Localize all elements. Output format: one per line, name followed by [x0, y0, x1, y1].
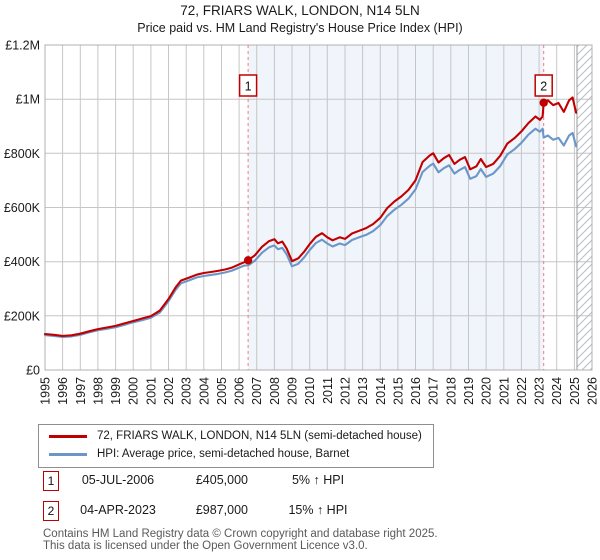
sale-1-date: 05-JUL-2006	[81, 473, 155, 487]
svg-text:2020: 2020	[480, 377, 494, 405]
svg-text:2005: 2005	[215, 377, 229, 405]
svg-text:£200K: £200K	[4, 309, 41, 323]
property-price-line	[43, 96, 578, 337]
sale-record-1: 1 05-JUL-2006 £405,000 5% ↑ HPI	[0, 471, 600, 493]
svg-text:2023: 2023	[533, 377, 547, 405]
legend-label-hpi: HPI: Average price, semi-detached house,…	[97, 448, 350, 460]
page-subtitle: Price paid vs. HM Land Registry's House …	[137, 21, 463, 35]
footer-line-1: Contains HM Land Registry data © Crown c…	[43, 528, 438, 540]
svg-text:2008: 2008	[268, 377, 282, 405]
svg-text:1998: 1998	[91, 377, 105, 405]
svg-text:£1.2M: £1.2M	[5, 39, 40, 53]
svg-text:2022: 2022	[515, 377, 529, 405]
svg-text:2017: 2017	[427, 377, 441, 405]
legend-item-hpi: HPI: Average price, semi-detached house,…	[39, 445, 433, 463]
sale-point-dot	[539, 98, 548, 107]
legend-item-property: 72, FRIARS WALK, LONDON, N14 5LN (semi-d…	[39, 427, 433, 445]
svg-text:2002: 2002	[162, 377, 176, 405]
svg-text:£0: £0	[26, 364, 40, 378]
svg-text:2000: 2000	[127, 377, 141, 405]
svg-text:2012: 2012	[339, 377, 353, 405]
no-data-hatched-region	[577, 45, 592, 370]
svg-text:2025: 2025	[568, 377, 582, 405]
svg-text:2009: 2009	[286, 377, 300, 405]
svg-text:2001: 2001	[144, 377, 158, 405]
svg-text:£600K: £600K	[4, 201, 41, 215]
svg-text:1997: 1997	[74, 377, 88, 405]
svg-text:2026: 2026	[586, 377, 600, 405]
sale-2-vs-hpi: 15% ↑ HPI	[288, 503, 348, 517]
plot-border	[44, 44, 593, 371]
sale-2-marker: 2	[43, 501, 59, 521]
price-history-chart: 1 2 £0 £200K £400K £600K £800K £1M £1.2M 1995 1996…	[4, 39, 600, 405]
sale-record-2: 2 04-APR-2023 £987,000 15% ↑ HPI	[0, 501, 600, 523]
svg-text:2011: 2011	[321, 377, 335, 404]
svg-text:2007: 2007	[250, 377, 264, 405]
svg-text:£1M: £1M	[16, 93, 40, 107]
svg-text:1995: 1995	[39, 377, 53, 405]
svg-text:1999: 1999	[109, 377, 123, 405]
svg-text:2019: 2019	[462, 377, 476, 405]
chart-legend: 72, FRIARS WALK, LONDON, N14 5LN (semi-d…	[38, 424, 434, 468]
svg-text:2003: 2003	[180, 377, 194, 405]
svg-text:2010: 2010	[303, 377, 317, 405]
sale-1-marker: 1	[43, 471, 59, 491]
x-axis-labels: 1995 1996 1997 1998 1999 2000 2001 2002 2003 2004…	[39, 377, 600, 405]
svg-text:£800K: £800K	[4, 147, 41, 161]
legend-label-property: 72, FRIARS WALK, LONDON, N14 5LN (semi-d…	[97, 430, 422, 442]
sale-point-dot	[243, 256, 253, 265]
svg-text:2015: 2015	[391, 377, 405, 405]
license-footer: Contains HM Land Registry data © Crown c…	[43, 528, 583, 552]
hpi-average-line	[43, 127, 578, 339]
svg-text:2016: 2016	[409, 377, 423, 405]
sale-2-price: £987,000	[195, 503, 248, 517]
svg-text:1996: 1996	[56, 377, 70, 405]
sale-1-vs-hpi: 5% ↑ HPI	[291, 473, 345, 487]
hpi-line-swatch	[49, 452, 87, 456]
property-line-swatch	[49, 434, 87, 438]
svg-text:2024: 2024	[550, 377, 564, 405]
sale-number-label: 1	[245, 80, 252, 94]
svg-text:2006: 2006	[233, 377, 247, 405]
footer-line-2: This data is licensed under the Open Gov…	[43, 539, 368, 552]
svg-text:2014: 2014	[374, 377, 388, 405]
sale-number-label: 2	[540, 80, 547, 94]
page-title: 72, FRIARS WALK, LONDON, N14 5LN	[180, 3, 420, 18]
sale-number-box	[238, 74, 258, 97]
svg-text:2021: 2021	[497, 377, 511, 405]
sale-1-price: £405,000	[195, 473, 248, 487]
y-axis-labels: £0 £200K £400K £600K £800K £1M £1.2M	[4, 39, 41, 378]
svg-text:2018: 2018	[444, 377, 458, 405]
svg-text:2013: 2013	[356, 377, 370, 405]
svg-text:£400K: £400K	[4, 255, 41, 269]
sale-number-box	[534, 74, 553, 97]
sale-2-date: 04-APR-2023	[80, 503, 156, 517]
svg-text:2004: 2004	[197, 377, 211, 405]
